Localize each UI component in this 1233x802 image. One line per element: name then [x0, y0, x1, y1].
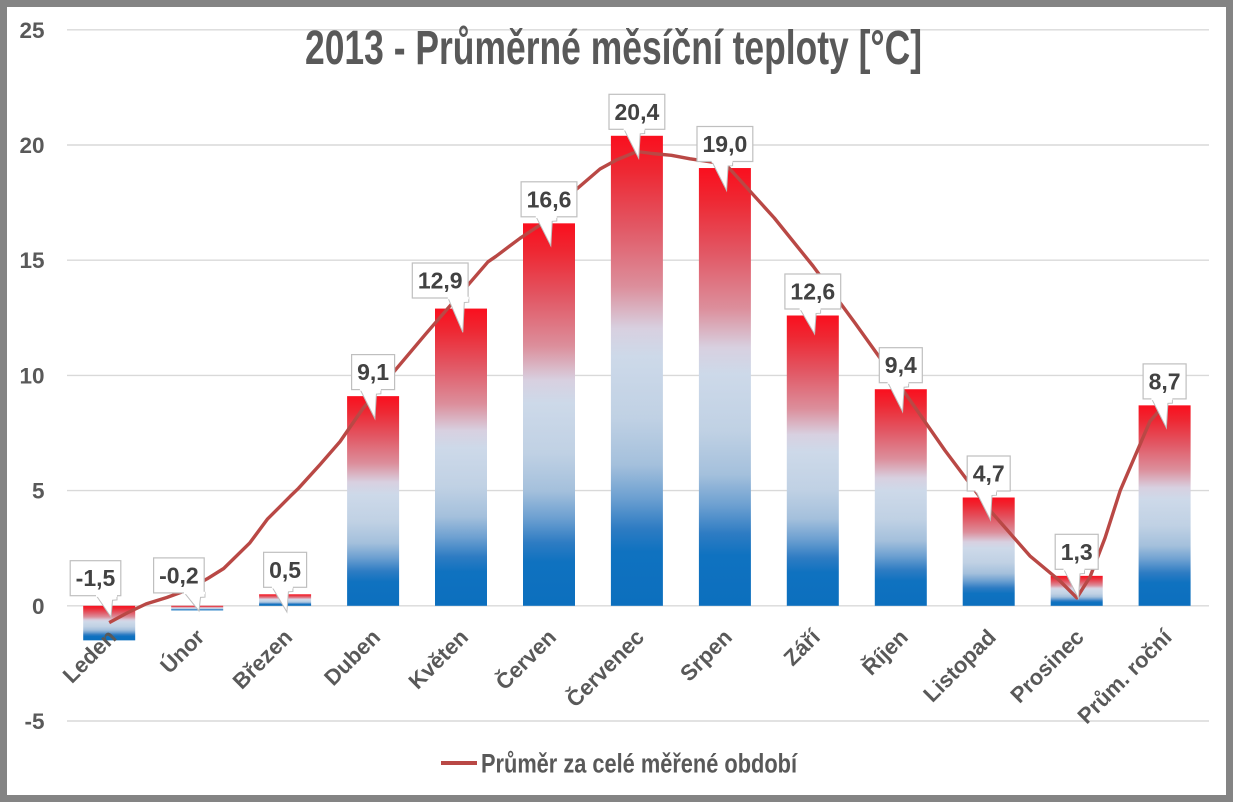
- svg-text:8,7: 8,7: [1149, 368, 1181, 394]
- svg-text:1,3: 1,3: [1061, 539, 1093, 565]
- svg-text:19,0: 19,0: [703, 131, 748, 157]
- svg-text:5: 5: [32, 479, 45, 504]
- svg-text:2013 - Průměrné měsíční teplot: 2013 - Průměrné měsíční teploty [°C]: [305, 22, 922, 75]
- svg-text:-1,5: -1,5: [76, 565, 116, 591]
- svg-text:20: 20: [19, 133, 44, 158]
- svg-text:12,6: 12,6: [790, 279, 835, 305]
- svg-text:12,9: 12,9: [418, 268, 463, 294]
- svg-text:0: 0: [32, 594, 45, 619]
- svg-text:9,4: 9,4: [885, 352, 917, 378]
- svg-text:-0,2: -0,2: [159, 562, 199, 588]
- svg-text:15: 15: [19, 248, 44, 273]
- svg-text:20,4: 20,4: [615, 99, 660, 125]
- svg-text:-5: -5: [24, 709, 44, 734]
- svg-text:9,1: 9,1: [357, 359, 389, 385]
- svg-text:16,6: 16,6: [527, 186, 572, 212]
- svg-text:4,7: 4,7: [973, 461, 1005, 487]
- svg-text:10: 10: [19, 363, 44, 388]
- svg-text:25: 25: [19, 18, 44, 43]
- svg-text:0,5: 0,5: [269, 557, 301, 583]
- svg-text:Průměr za celé měřené období: Průměr za celé měřené období: [481, 749, 798, 779]
